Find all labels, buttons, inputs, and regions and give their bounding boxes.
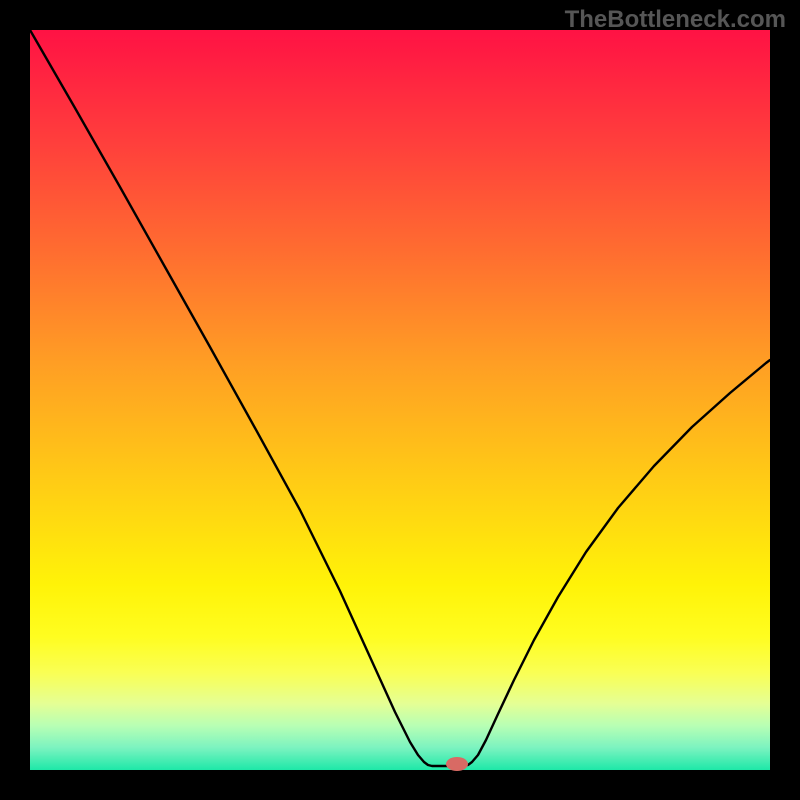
- chart-container: TheBottleneck.com: [0, 0, 800, 800]
- watermark-text: TheBottleneck.com: [565, 6, 786, 34]
- bottleneck-curve-chart: [0, 0, 800, 800]
- minimum-marker: [446, 757, 468, 771]
- plot-background: [30, 30, 770, 770]
